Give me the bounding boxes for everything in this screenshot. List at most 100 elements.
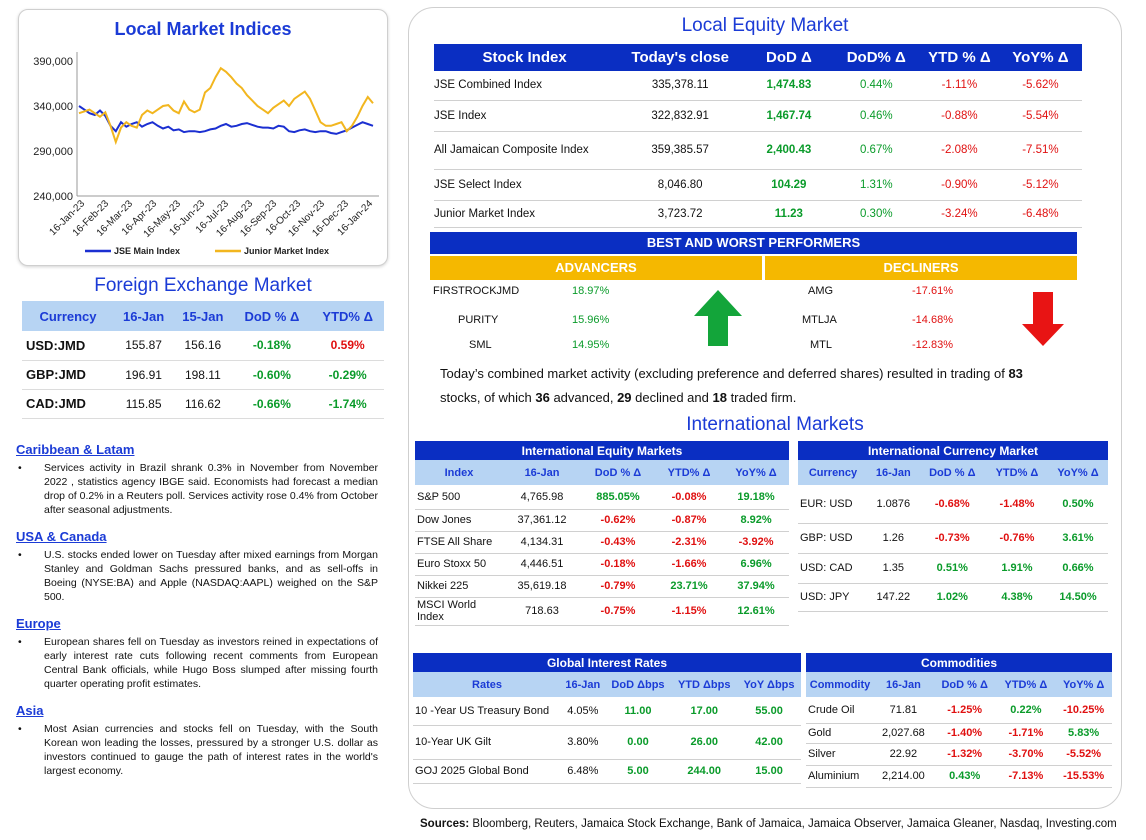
equity-value: 35,619.18 (503, 575, 581, 598)
currency-ytd: 1.91% (985, 553, 1048, 584)
currency-yoy: 0.66% (1048, 553, 1108, 584)
fx-ytd: 0.59% (311, 331, 384, 361)
equity-name: Euro Stoxx 50 (415, 553, 503, 576)
fx-ytd: -1.74% (311, 389, 384, 419)
equity-header: Index (444, 466, 474, 479)
equity-header: 16-Jan (524, 466, 560, 479)
advancer-pct: 14.95% (572, 339, 610, 351)
currency-value: 1.35 (868, 553, 919, 584)
equity-dod: 2,400.43 (745, 131, 833, 170)
decliner-name: AMG (808, 285, 834, 297)
equity-name: Junior Market Index (434, 200, 616, 228)
advancer-pct: 18.97% (572, 285, 610, 297)
advanced-count: 36 (535, 390, 550, 405)
rates-value: 4.05% (561, 697, 605, 726)
equity-value: 4,446.51 (503, 553, 581, 576)
equity-yoy: -3.92% (723, 531, 789, 554)
currency-name: EUR: USD (798, 485, 868, 524)
equity-header: Today's close (631, 49, 729, 66)
equity-row: Nikkei 225 35,619.18 -0.79% 23.71% 37.94% (415, 575, 789, 598)
equity-dod: -0.79% (581, 575, 655, 598)
fx-row: GBP:JMD 196.91 198.11 -0.60% -0.29% (22, 360, 384, 390)
rates-dod: 5.00 (604, 759, 672, 784)
news-text: Services activity in Brazil shrank 0.3% … (44, 462, 378, 516)
rates-header: YoY Δbps (743, 678, 795, 691)
commodities-yoy: 5.83% (1055, 723, 1112, 744)
rates-row: 10 -Year US Treasury Bond 4.05% 11.00 17.00… (413, 697, 801, 726)
equity-close: 335,378.11 (615, 71, 746, 101)
commodities-name: Silver (806, 743, 874, 766)
equity-row: JSE Select Index 8,046.80 104.29 1.31% -0.90… (434, 169, 1082, 201)
decliner-pct: -12.83% (912, 339, 953, 351)
equity-value: 37,361.12 (503, 509, 581, 532)
equity-dod: 104.29 (745, 169, 833, 201)
rates-header: DoD Δbps (611, 678, 665, 691)
equity-yoy: -5.54% (998, 100, 1082, 132)
rates-name: 10 -Year US Treasury Bond (413, 697, 561, 726)
equity-dod: -0.62% (581, 509, 655, 532)
commodities-value: 22.92 (874, 743, 933, 766)
fx-table: Currency 16-Jan 15-Jan DoD % Δ YTD% Δ USD:JM… (22, 301, 384, 419)
decliners-label: DECLINERS (765, 256, 1077, 280)
equity-name: Dow Jones (415, 509, 503, 532)
rates-title: Global Interest Rates (546, 655, 668, 670)
commodities-row: Silver 22.92 -1.32% -3.70% -5.52% (806, 743, 1112, 766)
fx-title: Foreign Exchange Market (94, 275, 312, 296)
commodities-ytd: -1.71% (996, 723, 1056, 744)
equity-ytd: -0.87% (654, 509, 724, 532)
rates-header: YTD Δbps (677, 678, 731, 691)
fx-prev: 156.16 (173, 331, 233, 361)
up-arrow-icon (694, 290, 742, 346)
equity-ytd: -3.24% (919, 200, 999, 228)
decliner-name: MTL (810, 339, 832, 351)
fx-ytd: -0.29% (311, 360, 384, 390)
currency-header: DoD % Δ (929, 466, 976, 479)
commodities-header: YoY% Δ (1062, 678, 1105, 691)
equity-name: JSE Select Index (434, 169, 616, 201)
commodities-dod: 0.43% (932, 765, 997, 788)
sources: Sources: Bloomberg, Reuters, Jamaica Sto… (420, 818, 1117, 830)
currency-title: International Currency Market (867, 443, 1039, 458)
commodities-ytd: -7.13% (996, 765, 1056, 788)
rates-row: 10-Year UK Gilt 3.80% 0.00 26.00 42.00 (413, 725, 801, 760)
equity-header: DoD % Δ (594, 466, 642, 479)
fx-header: YTD% Δ (322, 308, 373, 324)
equity-row: Dow Jones 37,361.12 -0.62% -0.87% 8.92% (415, 509, 789, 532)
decliner-pct: -14.68% (912, 314, 953, 326)
y-tick-label: 290,000 (33, 146, 73, 158)
traded-count: 83 (1008, 366, 1023, 381)
equity-ytd: -2.08% (919, 131, 999, 170)
commodities-ytd: 0.22% (996, 697, 1056, 724)
rates-value: 3.80% (561, 725, 605, 760)
commodities-row: Aluminium 2,214.00 0.43% -7.13% -15.53% (806, 765, 1112, 788)
equity-dod: 11.23 (745, 200, 833, 228)
equity-yoy: 37.94% (723, 575, 789, 598)
equity-close: 8,046.80 (615, 169, 746, 201)
chart-panel: Local Market Indices 390,000 340,000 290,0… (18, 9, 388, 266)
commodities-dod: -1.25% (932, 697, 997, 724)
currency-row: EUR: USD 1.0876 -0.68% -1.48% 0.50% (798, 485, 1108, 524)
equity-header: DoD% Δ (846, 49, 906, 66)
interest-rates-table: Global Interest Rates Rates 16-Jan DoD Δbps… (413, 653, 801, 784)
y-tick-label: 240,000 (33, 191, 73, 203)
currency-row: USD: CAD 1.35 0.51% 1.91% 0.66% (798, 553, 1108, 584)
equity-ytd: 23.71% (654, 575, 724, 598)
equity-ytd: -0.08% (654, 485, 724, 510)
intl-currency-table: International Currency Market Currency 16-… (798, 441, 1108, 612)
bullet-icon: • (18, 723, 22, 735)
news-heading: USA & Canada (16, 529, 107, 544)
currency-dod: -0.68% (918, 485, 986, 524)
equity-row: JSE Combined Index 335,378.11 1,474.83 0.44… (434, 71, 1082, 101)
down-arrow-icon (1022, 292, 1064, 346)
equity-dodp: 1.31% (832, 169, 920, 201)
fx-today: 196.91 (113, 360, 174, 390)
equity-dod: 885.05% (581, 485, 655, 510)
equity-header: YoY% Δ (1012, 49, 1069, 66)
news-item: • European shares fell on Tuesday as inve… (16, 635, 378, 691)
currency-row: GBP: USD 1.26 -0.73% -0.76% 3.61% (798, 523, 1108, 554)
equity-dodp: 0.67% (832, 131, 920, 170)
equity-dod: -0.75% (581, 597, 655, 626)
currency-row: USD: JPY 147.22 1.02% 4.38% 14.50% (798, 583, 1108, 612)
equity-dodp: 0.46% (832, 100, 920, 132)
news-item: • Services activity in Brazil shrank 0.3%… (16, 461, 378, 517)
